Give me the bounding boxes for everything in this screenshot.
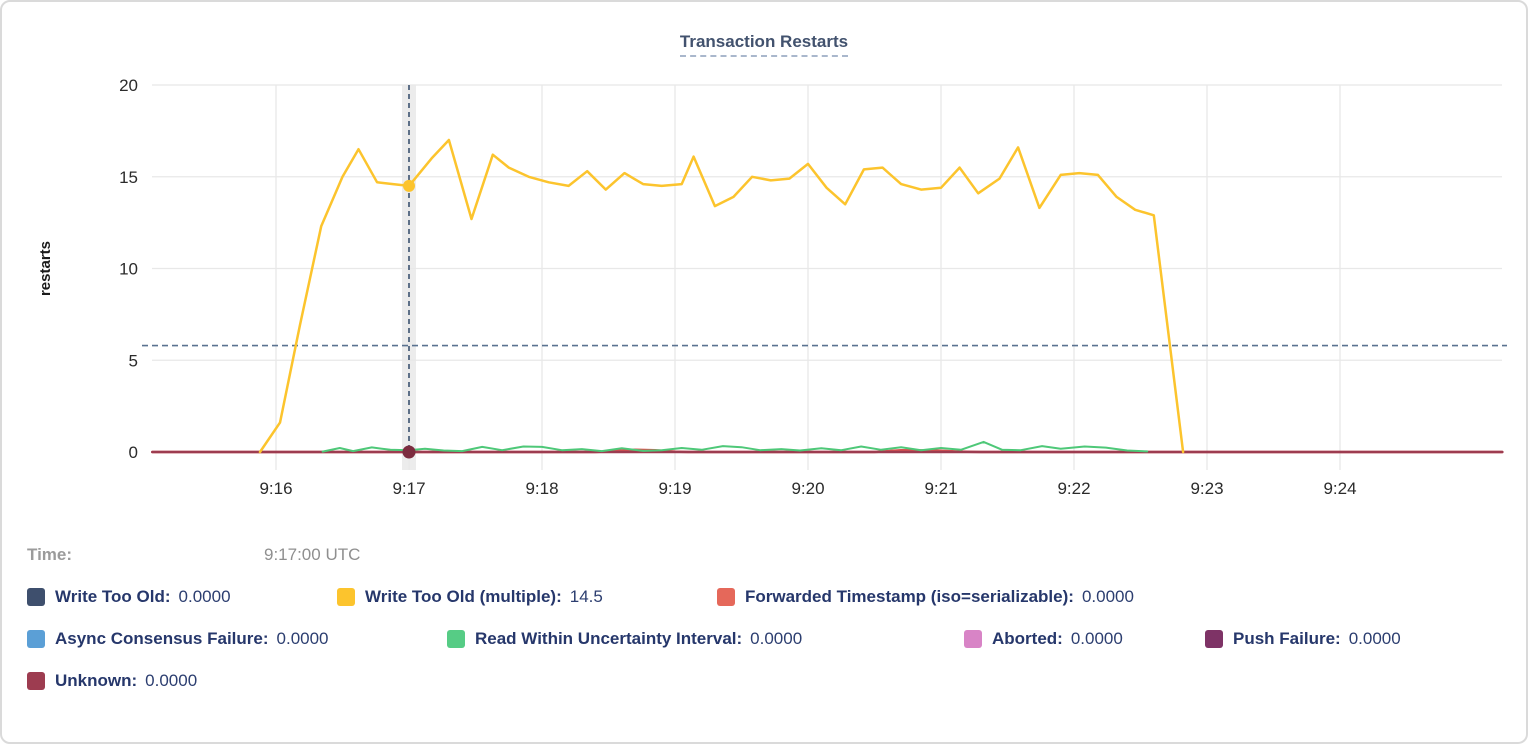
legend-value: 0.0000: [178, 587, 231, 606]
legend-swatch-icon: [964, 630, 982, 648]
legend-value: 0.0000: [145, 671, 198, 690]
legend-item-aborted: Aborted: 0.0000: [964, 629, 1205, 649]
legend-swatch-icon: [27, 588, 45, 606]
y-tick-label: 10: [119, 260, 138, 279]
hover-dot-write-too-old-multiple: [403, 179, 415, 192]
y-tick-label: 15: [119, 168, 138, 187]
x-tick-label: 9:21: [924, 479, 957, 498]
y-tick-label: 5: [129, 351, 138, 370]
legend-label: Read Within Uncertainty Interval:: [475, 629, 743, 648]
time-label: Time:: [27, 545, 73, 564]
x-tick-label: 9:16: [259, 479, 292, 498]
chart-title[interactable]: Transaction Restarts: [679, 32, 849, 57]
legend-item-unknown: Unknown: 0.0000: [27, 671, 197, 691]
chart-legend: Write Too Old: 0.0000 Write Too Old (multi…: [27, 587, 1517, 713]
legend-label: Unknown:: [55, 671, 138, 690]
x-tick-label: 9:17: [392, 479, 425, 498]
legend-item-async-consensus-failure: Async Consensus Failure: 0.0000: [27, 629, 447, 649]
legend-swatch-icon: [1205, 630, 1223, 648]
legend-row: Async Consensus Failure: 0.0000 Read Withi…: [27, 629, 1517, 649]
y-axis-title: restarts: [37, 241, 54, 296]
chart-title-wrap: Transaction Restarts: [2, 32, 1526, 57]
x-axis-tick-labels: 9:16 9:17 9:18 9:19 9:20 9:21 9:22 9:23 9:24: [259, 479, 1356, 498]
legend-row: Write Too Old: 0.0000 Write Too Old (multi…: [27, 587, 1517, 607]
hover-dot-unknown: [402, 445, 416, 459]
x-tick-label: 9:18: [525, 479, 558, 498]
legend-swatch-icon: [447, 630, 465, 648]
legend-value: 0.0000: [276, 629, 329, 648]
legend-item-read-within-uncertainty-interval: Read Within Uncertainty Interval: 0.0000: [447, 629, 964, 649]
legend-swatch-icon: [337, 588, 355, 606]
legend-swatch-icon: [27, 672, 45, 690]
legend-label: Aborted:: [992, 629, 1063, 648]
legend-swatch-icon: [717, 588, 735, 606]
legend-value: 0.0000: [1081, 587, 1134, 606]
x-tick-label: 9:24: [1323, 479, 1356, 498]
transaction-restarts-chart[interactable]: 0 5 10 15 20 9:16 9:17 9:18 9:19 9:20 9:21 9:22 9:23…: [2, 62, 1528, 522]
legend-value: 0.0000: [1070, 629, 1123, 648]
y-axis-tick-labels: 0 5 10 15 20: [119, 76, 138, 462]
hover-time-readout: Time: 9:17:00 UTC: [27, 545, 360, 565]
gridlines: [152, 84, 1502, 470]
x-tick-label: 9:19: [658, 479, 691, 498]
legend-item-forwarded-timestamp-iso-serializable: Forwarded Timestamp (iso=serializable): 0…: [717, 587, 1134, 607]
series-line-write-too-old-multiple: [258, 138, 1185, 454]
legend-value: 14.5: [569, 587, 603, 606]
legend-row: Unknown: 0.0000: [27, 671, 1517, 691]
legend-label: Write Too Old (multiple):: [365, 587, 562, 606]
legend-label: Forwarded Timestamp (iso=serializable):: [745, 587, 1074, 606]
legend-item-write-too-old: Write Too Old: 0.0000: [27, 587, 337, 607]
x-tick-label: 9:20: [791, 479, 824, 498]
x-tick-label: 9:22: [1057, 479, 1090, 498]
legend-swatch-icon: [27, 630, 45, 648]
legend-label: Async Consensus Failure:: [55, 629, 269, 648]
legend-label: Write Too Old:: [55, 587, 171, 606]
x-tick-label: 9:23: [1190, 479, 1223, 498]
y-tick-label: 20: [119, 76, 138, 95]
series-line-read-within-uncertainty-interval: [321, 440, 1149, 453]
y-tick-label: 0: [129, 443, 138, 462]
legend-item-push-failure: Push Failure: 0.0000: [1205, 629, 1401, 649]
time-value: 9:17:00 UTC: [264, 545, 361, 564]
series-lines: [151, 138, 1504, 454]
legend-item-write-too-old-multiple: Write Too Old (multiple): 14.5: [337, 587, 717, 607]
legend-value: 0.0000: [750, 629, 803, 648]
legend-label: Push Failure:: [1233, 629, 1341, 648]
legend-value: 0.0000: [1348, 629, 1401, 648]
